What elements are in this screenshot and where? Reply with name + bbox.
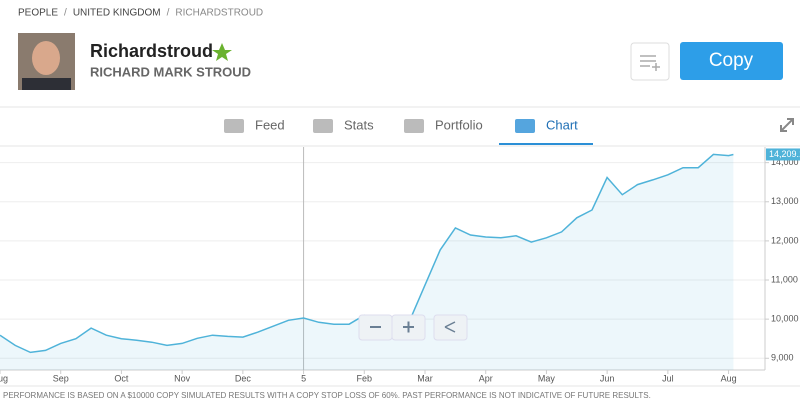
copy-button[interactable]: [680, 42, 783, 80]
area-fill: [0, 154, 734, 370]
breadcrumb-item[interactable]: RICHARDSTROUD: [175, 8, 263, 19]
breadcrumb: PEOPLE / UNITED KINGDOM / RICHARDSTROUD: [18, 8, 263, 19]
x-tick-label: Sep: [53, 373, 69, 383]
x-tick-label: Jun: [600, 373, 615, 383]
breadcrumb-separator: /: [167, 8, 170, 19]
expand-icon[interactable]: [780, 118, 794, 132]
share-icon: [444, 321, 456, 333]
breadcrumb-item[interactable]: UNITED KINGDOM: [73, 8, 161, 19]
tab-label[interactable]: Feed: [255, 117, 285, 132]
tab-icon: [515, 119, 535, 133]
copy-button-label[interactable]: Copy: [709, 50, 754, 71]
x-tick-label: 5: [301, 373, 306, 383]
x-tick-label: Jul: [662, 373, 674, 383]
tab-label[interactable]: Stats: [344, 117, 374, 132]
x-tick-label: Aug: [721, 373, 737, 383]
x-tick-label: Dec: [235, 373, 252, 383]
star-icon: [212, 43, 232, 61]
y-tick-label: 12,000: [771, 235, 799, 245]
avatar-shirt: [22, 78, 71, 90]
y-tick-label: 14,000: [771, 157, 799, 167]
share-button[interactable]: [433, 314, 468, 341]
x-tick-label: May: [538, 373, 556, 383]
tab-icon: [224, 119, 244, 133]
disclaimer: PERFORMANCE IS BASED ON A $10000 COPY SI…: [3, 391, 651, 400]
username: Richardstroud: [90, 41, 213, 61]
x-tick-label: Nov: [174, 373, 191, 383]
tab-icon: [313, 119, 333, 133]
y-tick-label: 11,000: [771, 274, 798, 284]
tab-bar: Feed Stats Portfolio Chart: [224, 117, 593, 145]
tab-icon: [404, 119, 424, 133]
breadcrumb-item[interactable]: PEOPLE: [18, 8, 58, 19]
tab-label[interactable]: Chart: [546, 117, 578, 132]
watchlist-icon: [640, 55, 660, 71]
current-value-label: 14,209.1: [769, 149, 800, 159]
x-tick-label: Feb: [357, 373, 373, 383]
avatar-face: [32, 41, 60, 75]
y-tick-label: 13,000: [771, 196, 799, 206]
chart: 9,000 10,000 11,000 12,000 13,000 14,000 Aug Se…: [0, 147, 800, 383]
breadcrumb-separator: /: [64, 8, 67, 19]
x-tick-label: Oct: [114, 373, 129, 383]
tab-label[interactable]: Portfolio: [435, 117, 483, 132]
tab-underline: [499, 143, 593, 145]
y-tick-label: 9,000: [771, 353, 794, 363]
y-tick-label: 10,000: [771, 314, 799, 324]
x-tick-label: Apr: [479, 373, 493, 383]
x-tick-label: Mar: [417, 373, 433, 383]
x-tick-label: Aug: [0, 373, 8, 383]
full-name: RICHARD MARK STROUD: [90, 64, 251, 79]
zoom-in-icon: [403, 321, 414, 333]
current-value-badge: [766, 148, 800, 161]
